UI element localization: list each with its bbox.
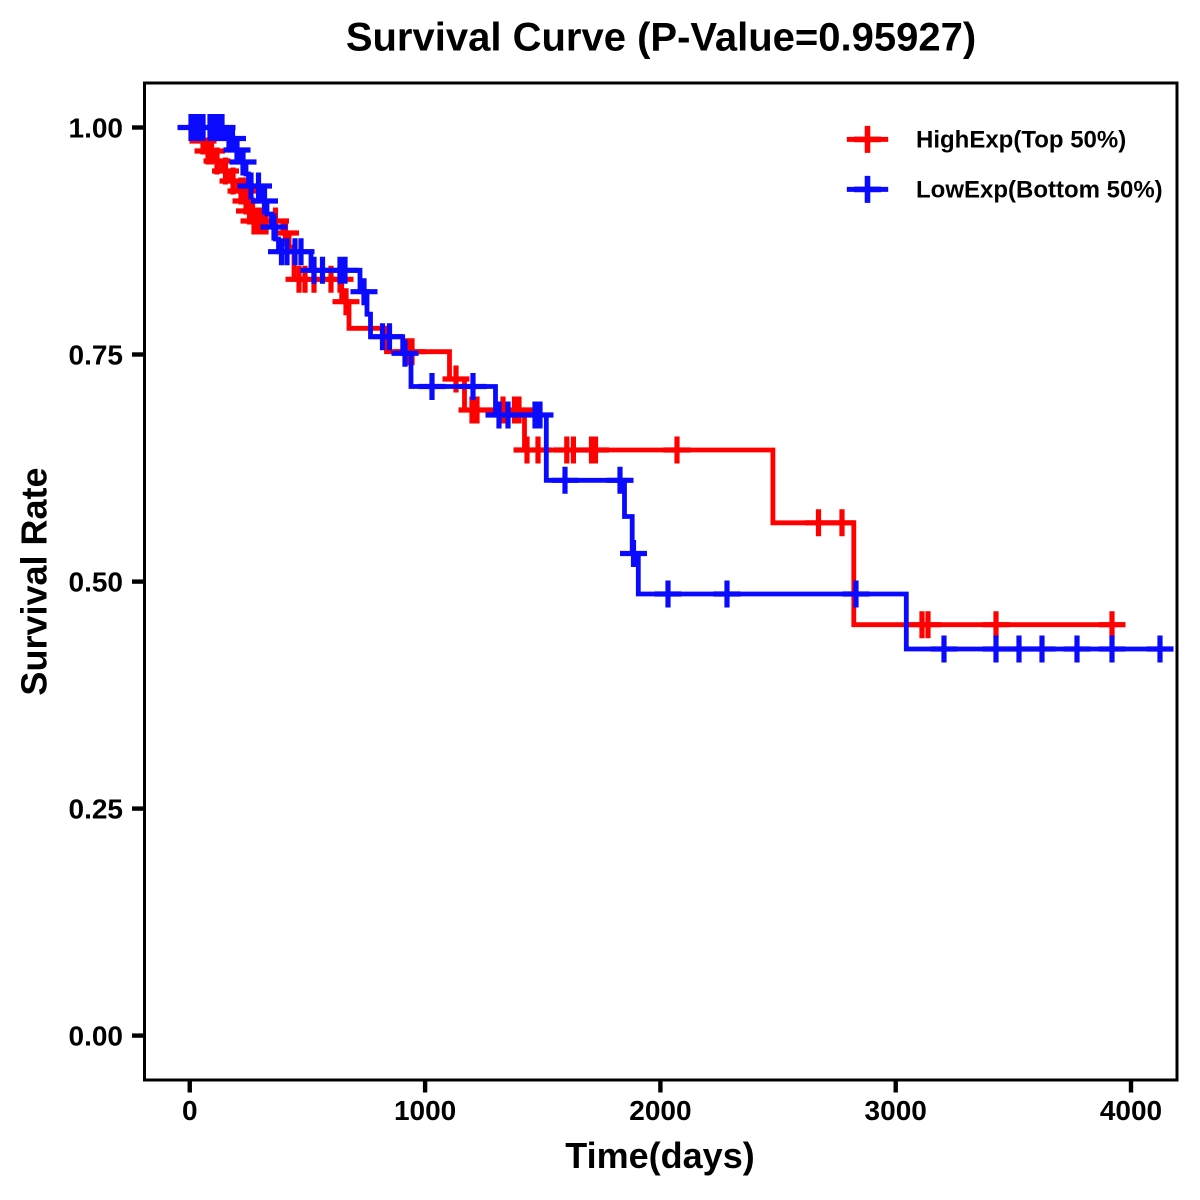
svg-text:0.50: 0.50: [69, 567, 124, 598]
svg-text:Survival Curve (P-Value=0.9592: Survival Curve (P-Value=0.95927): [346, 16, 976, 60]
svg-text:0: 0: [182, 1095, 198, 1126]
svg-text:0.75: 0.75: [69, 340, 124, 371]
svg-text:Time(days): Time(days): [565, 1135, 754, 1176]
svg-text:HighExp(Top 50%): HighExp(Top 50%): [916, 127, 1126, 154]
svg-text:4000: 4000: [1100, 1095, 1162, 1126]
svg-text:3000: 3000: [865, 1095, 927, 1126]
svg-text:0.25: 0.25: [69, 794, 124, 825]
svg-text:1000: 1000: [394, 1095, 456, 1126]
svg-text:0.00: 0.00: [69, 1021, 124, 1052]
svg-text:2000: 2000: [629, 1095, 691, 1126]
svg-text:1.00: 1.00: [69, 113, 124, 144]
svg-text:Survival Rate: Survival Rate: [14, 467, 55, 695]
svg-text:LowExp(Bottom 50%): LowExp(Bottom 50%): [916, 177, 1163, 204]
